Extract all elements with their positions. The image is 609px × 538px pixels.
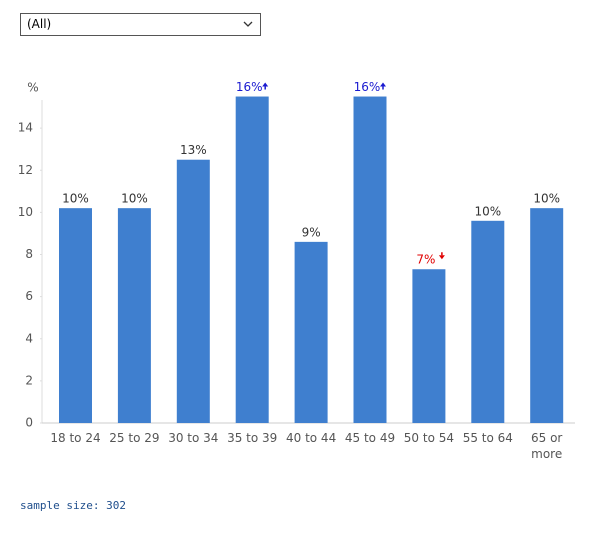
value-label: 9% xyxy=(302,225,321,239)
y-tick-label: 10 xyxy=(18,205,33,219)
sample-size: sample size: 302 xyxy=(20,499,126,512)
x-tick-label: 55 to 64 xyxy=(462,431,513,445)
bar xyxy=(530,208,564,423)
chevron xyxy=(243,21,253,27)
significance-arrow xyxy=(438,255,445,260)
dropdown-value: (All) xyxy=(27,17,52,31)
x-tick-label: 65 or more xyxy=(531,431,563,461)
bar xyxy=(117,208,151,423)
value-label: 16% xyxy=(354,80,381,94)
x-tick-label: 30 to 34 xyxy=(168,431,219,445)
bar xyxy=(412,269,446,423)
bar xyxy=(353,96,387,423)
bar xyxy=(176,159,210,423)
bar xyxy=(471,220,505,423)
x-tick-label: 18 to 24 xyxy=(50,431,101,445)
value-label: 10% xyxy=(121,192,148,206)
value-label: 13% xyxy=(180,143,207,157)
x-tick-label: 35 to 39 xyxy=(227,431,278,445)
bar xyxy=(294,241,328,423)
y-tick-label: 14 xyxy=(18,121,33,135)
y-tick-label: 4 xyxy=(25,331,33,345)
value-label: 10% xyxy=(474,204,501,218)
value-label: 10% xyxy=(62,192,89,206)
value-label: 10% xyxy=(533,192,560,206)
x-tick-label: 45 to 49 xyxy=(344,431,396,445)
value-label: 7% xyxy=(416,253,435,267)
value-label: 16% xyxy=(236,80,263,94)
y-tick-label: 12 xyxy=(18,163,33,177)
y-tick-label: 6 xyxy=(25,289,33,303)
chart: % 0 2 4 6 8 10 12 14 10% 10% 13% 16% 9% 16% 7% 10% 10% xyxy=(18,80,575,430)
significance-arrow xyxy=(380,82,386,87)
bar xyxy=(59,208,92,423)
x-tick-label: 40 to 44 xyxy=(285,431,337,445)
y-axis-label: % xyxy=(27,81,38,95)
y-tick-label: 2 xyxy=(25,373,33,387)
filter-dropdown[interactable]: (All) xyxy=(20,13,261,36)
y-tick-label: 8 xyxy=(25,247,33,261)
bar xyxy=(235,96,269,423)
significance-arrow xyxy=(262,82,269,87)
x-tick-label: 25 to 29 xyxy=(109,431,160,445)
x-tick-label: 50 to 54 xyxy=(403,431,454,445)
y-tick-label: 0 xyxy=(25,416,33,430)
